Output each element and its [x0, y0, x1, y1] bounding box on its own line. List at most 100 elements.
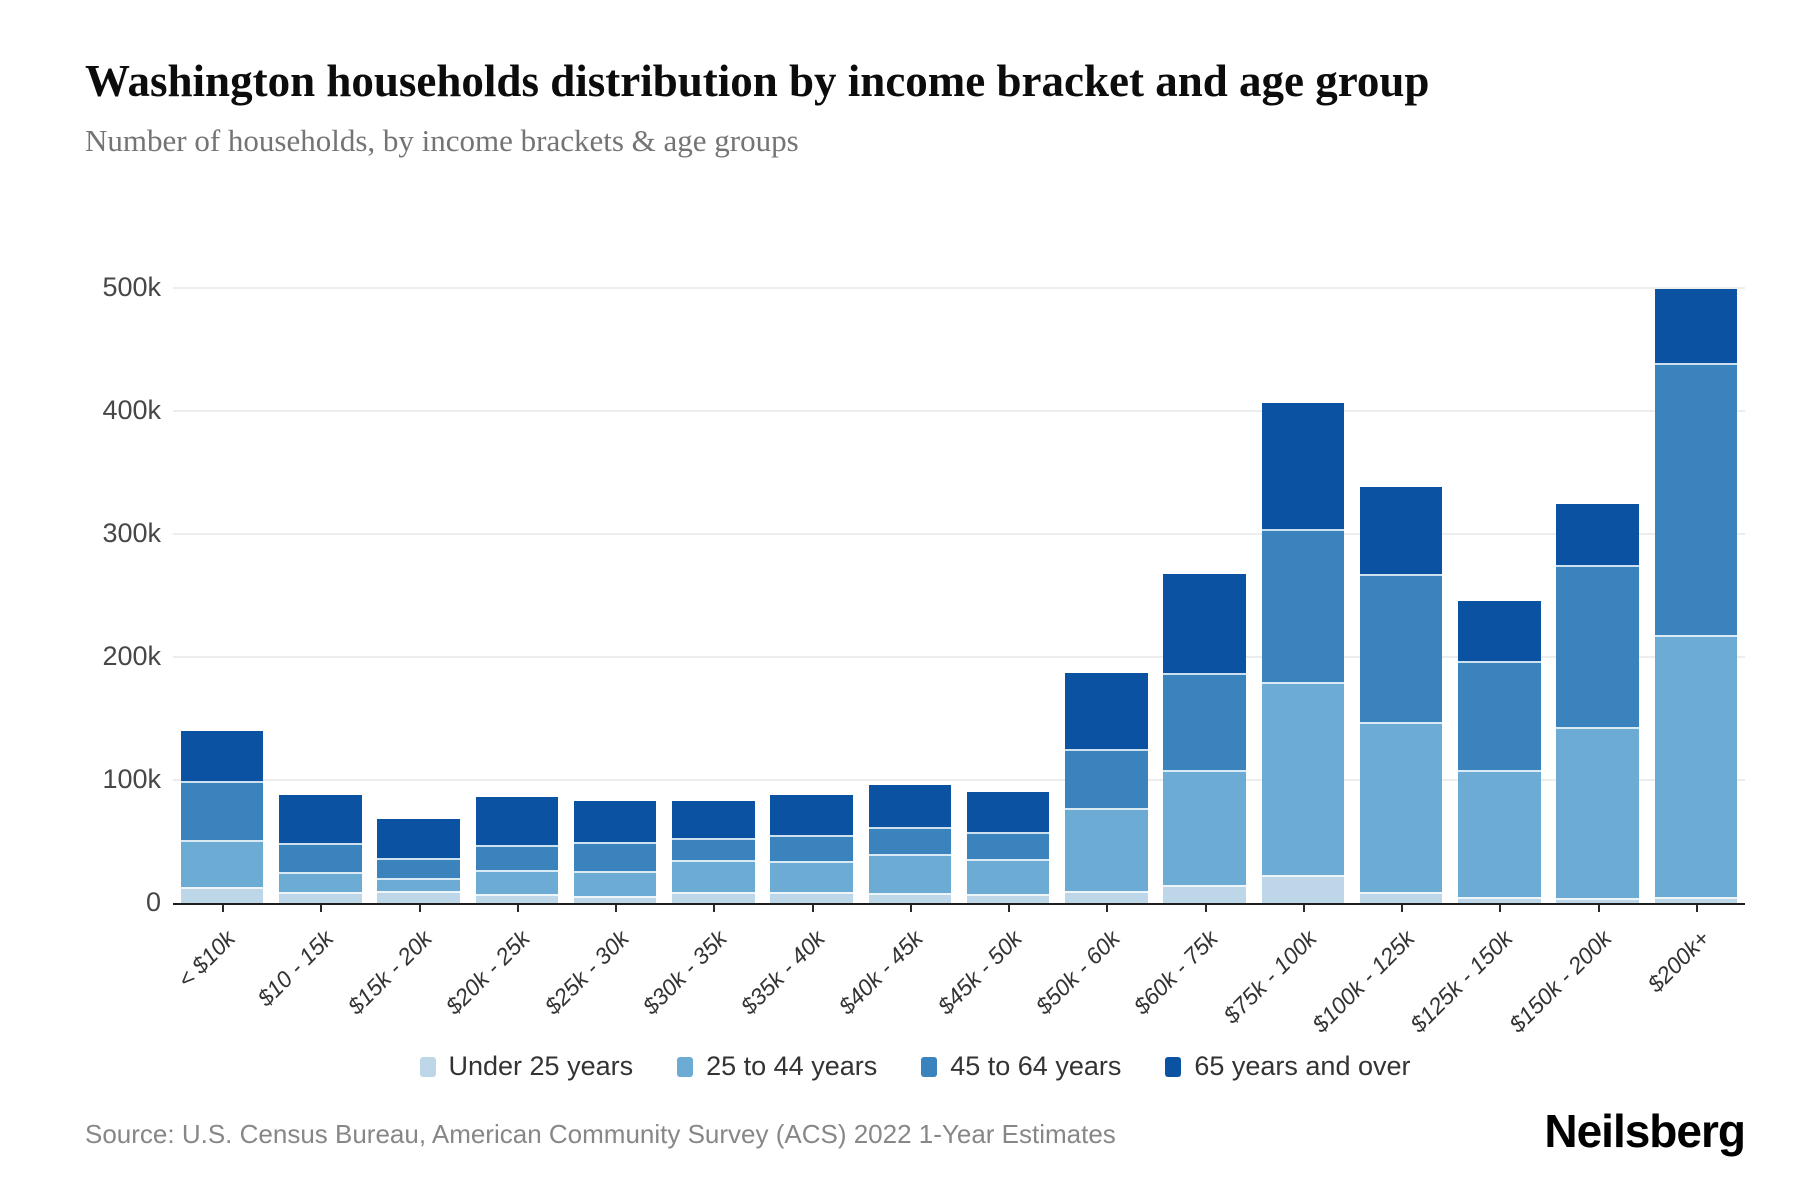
neilsberg-logo: Neilsberg: [1544, 1105, 1746, 1157]
bar-segment[interactable]: [1359, 487, 1443, 575]
bar-segment[interactable]: [966, 831, 1050, 859]
bar-segment[interactable]: [770, 861, 853, 892]
bar-segment[interactable]: [966, 858, 1050, 895]
stacked-bar-$30k - 35k[interactable]: [672, 800, 755, 903]
bar-segment[interactable]: [1359, 722, 1443, 892]
bar-segment[interactable]: [1654, 362, 1738, 635]
bar-segment[interactable]: [1556, 727, 1639, 899]
bar-segment[interactable]: [475, 797, 559, 846]
stacked-bar-$75k - 100k[interactable]: [1261, 403, 1345, 903]
bar-segment[interactable]: [1556, 504, 1639, 565]
stacked-bar-$15k - 20k[interactable]: [377, 819, 460, 903]
bar-segment[interactable]: [1261, 681, 1345, 875]
bar-segment[interactable]: [868, 893, 952, 903]
bar-segment[interactable]: [180, 840, 264, 887]
bar-segment[interactable]: [1654, 896, 1738, 903]
bar-segment[interactable]: [573, 800, 657, 842]
bar-segment[interactable]: [1458, 601, 1541, 661]
stacked-bar-$40k - 45k[interactable]: [868, 784, 952, 903]
bar-segment[interactable]: [1065, 890, 1148, 903]
bar-segment[interactable]: [1065, 749, 1148, 809]
x-tick-mark: [418, 905, 421, 912]
bar-segment[interactable]: [1359, 891, 1443, 903]
x-slot: $50k - 60k: [1030, 903, 1155, 1019]
bar-segment[interactable]: [1065, 672, 1148, 750]
bar-segment[interactable]: [1261, 403, 1345, 529]
bar-segment[interactable]: [1261, 528, 1345, 682]
bar-segment[interactable]: [1163, 770, 1246, 885]
bar-segment[interactable]: [672, 800, 755, 838]
stacked-bar-$10 - 15k[interactable]: [279, 794, 362, 903]
bar-segment[interactable]: [1458, 660, 1541, 771]
legend-swatch-icon: [921, 1056, 938, 1077]
bar-segment[interactable]: [966, 894, 1050, 903]
chart-area: 0 100k 200k 300k 400k 500k < $10k $10 - 15k $15…: [85, 265, 1745, 1037]
bar-slot: [959, 265, 1057, 903]
stacked-bar-< $10k[interactable]: [180, 730, 264, 903]
bar-segment[interactable]: [377, 878, 460, 891]
bar-segment[interactable]: [1654, 288, 1738, 363]
bar-segment[interactable]: [377, 857, 460, 879]
bar-segment[interactable]: [180, 781, 264, 841]
bar-segment[interactable]: [868, 784, 952, 827]
bar-slot: [861, 265, 959, 903]
bar-segment[interactable]: [377, 890, 460, 903]
bar-segment[interactable]: [475, 845, 559, 870]
bar-segment[interactable]: [279, 891, 362, 903]
bar-segment[interactable]: [1261, 874, 1345, 903]
stacked-bar-$100k - 125k[interactable]: [1359, 487, 1443, 903]
stacked-bar-$35k - 40k[interactable]: [770, 794, 853, 903]
stacked-bar-$20k - 25k[interactable]: [475, 797, 559, 903]
stacked-bar-$150k - 200k[interactable]: [1556, 504, 1639, 903]
bar-segment[interactable]: [1163, 884, 1246, 903]
bar-segment[interactable]: [1556, 898, 1639, 903]
legend-swatch-icon: [677, 1056, 694, 1077]
x-slot: $10 - 15k: [253, 903, 369, 1013]
stacked-bar-$200k+[interactable]: [1654, 288, 1738, 903]
bar-segment[interactable]: [180, 730, 264, 782]
stacked-bar-$25k - 30k[interactable]: [573, 800, 657, 903]
bar-segment[interactable]: [279, 842, 362, 873]
bar-segment[interactable]: [1163, 574, 1246, 673]
stacked-bar-$50k - 60k[interactable]: [1065, 672, 1148, 903]
bar-segment[interactable]: [868, 853, 952, 894]
bar-segment[interactable]: [279, 794, 362, 843]
x-slot: $60k - 75k: [1129, 903, 1254, 1019]
bar-segment[interactable]: [475, 894, 559, 903]
bar-segment[interactable]: [1458, 896, 1541, 903]
legend-item[interactable]: Under 25 years: [419, 1051, 634, 1082]
legend-item[interactable]: 25 to 44 years: [677, 1051, 877, 1082]
bar-segment[interactable]: [279, 872, 362, 892]
bar-segment[interactable]: [573, 871, 657, 896]
stacked-bar-$45k - 50k[interactable]: [966, 792, 1050, 903]
bar-segment[interactable]: [672, 859, 755, 892]
bar-segment[interactable]: [770, 794, 853, 836]
bar-segment[interactable]: [573, 841, 657, 872]
bar-segment[interactable]: [966, 792, 1050, 832]
bar-segment[interactable]: [377, 819, 460, 858]
y-tick-label-0: 0: [145, 887, 161, 917]
bar-segment[interactable]: [1654, 634, 1738, 897]
bar-segment[interactable]: [770, 835, 853, 862]
y-tick-label-100k: 100k: [102, 763, 161, 794]
legend-item[interactable]: 45 to 64 years: [921, 1051, 1121, 1082]
bar-segment[interactable]: [1163, 672, 1246, 770]
bar-segment[interactable]: [1065, 808, 1148, 891]
bar-segment[interactable]: [1458, 770, 1541, 897]
bar-segment[interactable]: [475, 869, 559, 895]
bar-segment[interactable]: [573, 895, 657, 903]
bar-segment[interactable]: [672, 837, 755, 860]
stacked-bar-$60k - 75k[interactable]: [1163, 574, 1246, 903]
bar-segment[interactable]: [1556, 564, 1639, 728]
bar-segment[interactable]: [770, 891, 853, 903]
x-tick-mark: [1008, 905, 1011, 912]
legend-label: 25 to 44 years: [706, 1051, 878, 1081]
stacked-bar-$125k - 150k[interactable]: [1458, 601, 1541, 903]
legend-label: Under 25 years: [448, 1051, 634, 1081]
bar-segment[interactable]: [672, 891, 755, 903]
bar-segment[interactable]: [868, 826, 952, 854]
legend-item[interactable]: 65 years and over: [1165, 1051, 1411, 1082]
bar-segment[interactable]: [1359, 574, 1443, 723]
bar-segment[interactable]: [180, 887, 264, 903]
